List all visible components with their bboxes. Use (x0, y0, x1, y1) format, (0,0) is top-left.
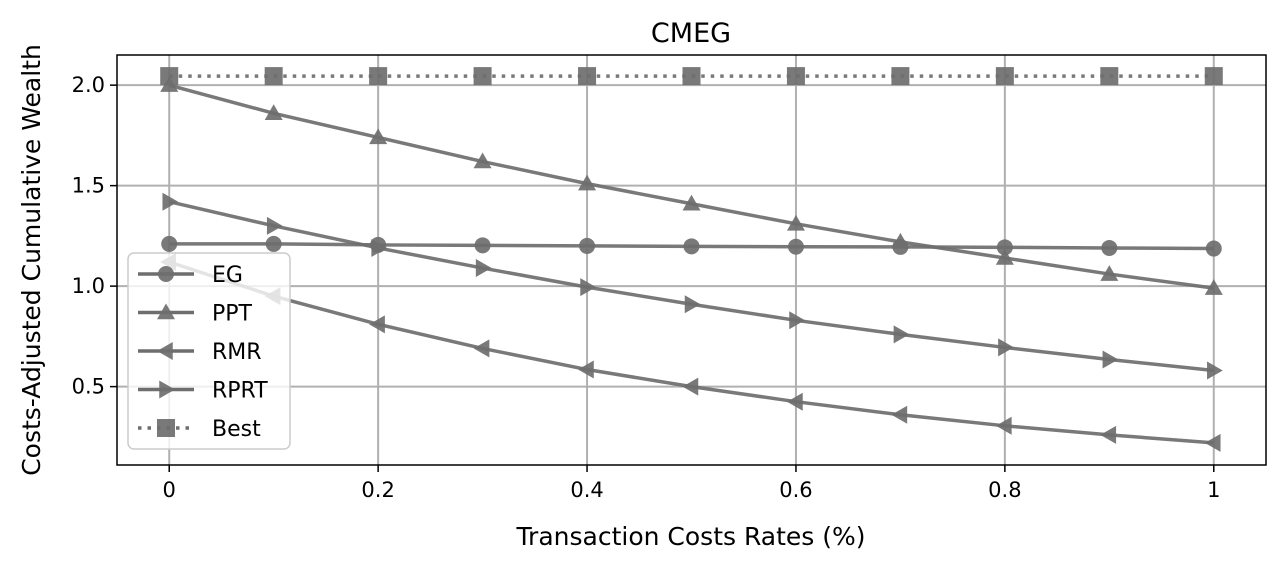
data-point (998, 338, 1014, 357)
data-point (893, 325, 910, 344)
x-tick-label: 0.8 (988, 478, 1021, 502)
data-point (369, 128, 388, 145)
series-layer (160, 67, 1223, 452)
data-point (473, 67, 492, 86)
legend-entry-rprt: RPRT (138, 379, 268, 404)
data-point (789, 311, 805, 330)
legend-label: Best (212, 417, 261, 442)
legend-marker (157, 342, 173, 360)
data-point (1207, 361, 1223, 380)
data-point (1204, 279, 1223, 295)
legend-label: PPT (212, 302, 253, 327)
data-point (891, 405, 908, 424)
data-point (473, 152, 492, 169)
x-tick-label: 0.6 (779, 478, 812, 502)
x-tick-label: 0.4 (570, 478, 603, 502)
x-axis-label: Transaction Costs Rates (%) (515, 522, 865, 551)
data-point (995, 416, 1012, 435)
data-point (684, 295, 701, 314)
legend-marker (157, 419, 175, 437)
y-axis-label: Costs-Adjusted Cumulative Wealth (17, 44, 46, 476)
chart-title: CMEG (651, 18, 731, 49)
data-point (474, 237, 491, 254)
data-point (891, 232, 910, 249)
legend-label: RPRT (212, 379, 268, 404)
data-point (1205, 240, 1222, 257)
data-point (891, 67, 910, 86)
legend: EG PPT RMR RPRT Best (127, 252, 291, 450)
data-point (473, 339, 490, 358)
data-point (162, 192, 179, 211)
data-point (266, 216, 283, 235)
ticks: 0 0.2 0.4 0.6 0.8 1 0.5 1.0 1.5 2.0 (72, 73, 1221, 502)
data-point (578, 67, 597, 86)
x-tick-label: 1 (1207, 478, 1220, 502)
data-point (786, 67, 805, 86)
data-point (1100, 425, 1117, 444)
series-best (160, 67, 1223, 86)
legend-marker (158, 266, 174, 282)
data-point (995, 67, 1014, 86)
data-point (265, 235, 282, 252)
legend-label: EG (212, 263, 243, 288)
series-line (168, 83, 1215, 290)
series-rprt (162, 192, 1223, 380)
legend-entry-ppt: PPT (138, 302, 253, 327)
data-point (161, 235, 178, 252)
data-point (1100, 67, 1119, 86)
data-point (264, 67, 283, 86)
data-point (475, 259, 492, 278)
data-point (579, 237, 596, 254)
series-eg (161, 235, 1222, 257)
data-point (682, 67, 701, 86)
x-tick-label: 0 (163, 478, 176, 502)
data-point (1204, 67, 1223, 86)
y-tick-label: 1.5 (72, 174, 105, 198)
y-tick-label: 0.5 (72, 375, 105, 399)
data-point (682, 377, 699, 396)
y-tick-label: 2.0 (72, 73, 105, 97)
data-point (580, 278, 597, 297)
legend-entry-rmr: RMR (138, 340, 262, 365)
data-point (682, 194, 701, 211)
data-point (264, 104, 283, 121)
x-tick-label: 0.2 (361, 478, 394, 502)
data-point (578, 174, 597, 191)
data-point (369, 315, 385, 334)
data-point (1102, 350, 1119, 369)
legend-entry-best: Best (138, 417, 261, 442)
data-point (787, 238, 804, 255)
data-point (995, 248, 1014, 265)
data-point (786, 392, 803, 411)
data-point (1101, 239, 1118, 256)
data-point (996, 239, 1013, 256)
series-ppt (160, 76, 1223, 295)
data-point (160, 67, 179, 86)
legend-label: RMR (212, 340, 262, 365)
plot-frame (116, 54, 1267, 466)
data-point (371, 238, 388, 257)
legend-box (127, 252, 291, 450)
data-point (1204, 433, 1221, 452)
data-point (578, 360, 594, 379)
data-point (369, 67, 388, 86)
data-point (786, 214, 805, 231)
data-point (683, 238, 700, 255)
y-tick-label: 1.0 (72, 274, 105, 298)
legend-marker (159, 380, 175, 399)
legend-entry-eg: EG (138, 263, 243, 288)
data-point (1100, 265, 1119, 281)
legend-marker (157, 303, 175, 320)
